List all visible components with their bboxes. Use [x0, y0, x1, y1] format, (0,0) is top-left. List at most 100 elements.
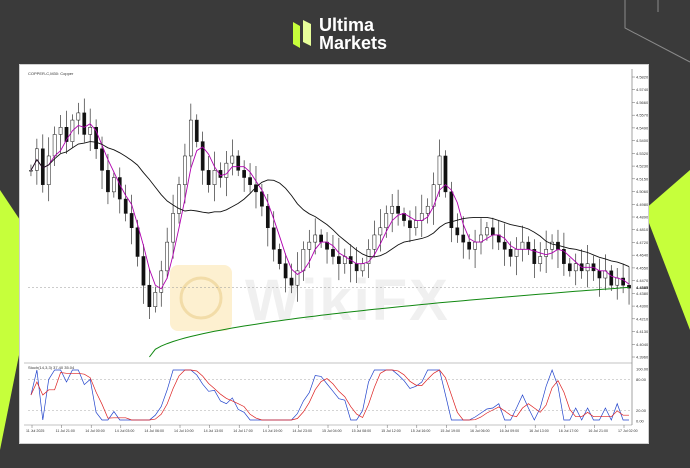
candle-body	[408, 220, 412, 229]
candle-body	[76, 112, 81, 121]
candle-body	[313, 234, 318, 243]
candle-body	[467, 241, 472, 250]
candle-body	[627, 284, 631, 289]
candle-body	[331, 249, 335, 257]
price-tick-label: 4.5660	[636, 100, 648, 105]
candle-body	[171, 213, 175, 243]
candle-body	[64, 127, 69, 142]
time-tick-label: 14 Jul 00:00	[85, 429, 105, 433]
time-tick-label: 15 Jul 08:00	[352, 429, 372, 433]
candle-body	[567, 263, 572, 272]
candle-body	[615, 277, 620, 286]
candle-body	[236, 155, 241, 171]
candle-body	[212, 170, 217, 185]
brand-line-2: Markets	[319, 33, 388, 53]
candle-body	[437, 155, 442, 185]
time-tick-label: 14 Jul 06:00	[144, 429, 164, 433]
price-tick-label: 4.5320	[636, 151, 648, 156]
candle-body	[230, 155, 235, 164]
time-tick-label: 15 Jul 04:00	[322, 429, 342, 433]
time-tick-label: 16 Jul 06:00	[470, 429, 490, 433]
candle-body	[414, 220, 418, 229]
candle-body	[449, 191, 454, 229]
candle-body	[573, 263, 578, 272]
decorative-green-shape-right	[644, 170, 690, 330]
candle-body	[242, 170, 246, 178]
candle-body	[260, 191, 264, 207]
candle-body	[621, 277, 625, 286]
candle-body	[307, 241, 312, 250]
price-tick-label: 4.5400	[636, 138, 648, 143]
osc-tick-label: 80.00	[636, 377, 647, 382]
price-tick-label: 4.5230	[636, 164, 648, 169]
candle-body	[177, 184, 181, 214]
time-tick-label: 15 Jul 19:00	[440, 429, 460, 433]
candle-body	[520, 241, 525, 250]
price-tick-label: 4.5740	[636, 87, 648, 92]
stoch-k-line	[30, 368, 629, 421]
candle-body	[147, 284, 152, 307]
candle-body	[461, 234, 466, 243]
time-tick-label: 14 Jul 10:00	[174, 429, 194, 433]
candle-body	[194, 119, 199, 142]
candle-body	[508, 249, 513, 257]
candle-body	[544, 249, 548, 257]
price-tick-label: 4.5570	[636, 113, 648, 118]
watermark-shield-ring	[179, 276, 223, 320]
candle-body	[94, 127, 98, 150]
time-tick-label: 15 Jul 16:00	[411, 429, 431, 433]
candle-body	[372, 234, 377, 250]
price-tick-label: 4.4040	[636, 342, 648, 347]
chart-panel: COPPER-C,M30: Copper Stoch(14,3,3) 37.40…	[19, 64, 649, 444]
current-price-label: 4.4385	[636, 285, 648, 290]
osc-tick-label: 100.00	[636, 367, 648, 372]
time-tick-label: 14 Jul 13:00	[204, 429, 224, 433]
candle-body	[129, 213, 134, 229]
time-tick-label: 16 Jul 13:00	[529, 429, 549, 433]
candle-body	[354, 263, 359, 272]
candle-body	[550, 241, 554, 250]
price-tick-label: 4.4980	[636, 202, 648, 207]
candle-body	[295, 270, 300, 286]
price-tick-label: 4.4550	[636, 265, 648, 270]
ultima-logo-icon	[293, 20, 311, 48]
price-tick-label: 4.4720	[636, 240, 648, 245]
osc-tick-label: 0.00	[636, 419, 645, 424]
candle-body	[485, 227, 489, 236]
candle-body	[159, 270, 164, 293]
candle-body	[378, 227, 383, 236]
candle-body	[271, 227, 276, 250]
candle-body	[562, 249, 566, 264]
candle-body	[455, 227, 460, 236]
long-ma-line	[149, 286, 630, 358]
candle-body	[224, 162, 229, 178]
wikifx-watermark: WikiFX	[170, 265, 448, 333]
candle-body	[165, 241, 170, 272]
candle-body	[390, 205, 395, 214]
candle-body	[82, 112, 87, 135]
candle-body	[502, 241, 507, 250]
time-tick-label: 16 Jul 17:00	[559, 429, 579, 433]
price-tick-label: 4.4810	[636, 227, 648, 232]
candle-body	[52, 134, 57, 157]
candle-body	[153, 292, 158, 307]
candle-body	[301, 249, 306, 272]
candle-body	[100, 148, 104, 171]
candle-body	[106, 170, 110, 193]
price-tick-label: 4.4300	[636, 304, 648, 309]
chart-title: COPPER-C,M30: Copper	[28, 71, 74, 76]
candle-body	[46, 155, 51, 185]
candle-body	[396, 205, 400, 214]
candle-body	[538, 256, 543, 264]
time-tick-label: 16 Jul 09:00	[500, 429, 520, 433]
price-chart: WikiFX 4.5820 4.5740 4.5660 4.5570 4.5490 4.5…	[24, 69, 648, 433]
time-tick-label: 11 Jul 2025	[26, 429, 44, 433]
time-tick-label: 14 Jul 17:00	[233, 429, 253, 433]
candle-body	[337, 256, 341, 264]
candle-body	[443, 155, 448, 193]
candle-body	[58, 127, 63, 135]
candle-body	[248, 177, 252, 185]
candle-body	[490, 227, 495, 236]
time-tick-label: 16 Jul 21:00	[588, 429, 608, 433]
candle-body	[206, 170, 211, 185]
